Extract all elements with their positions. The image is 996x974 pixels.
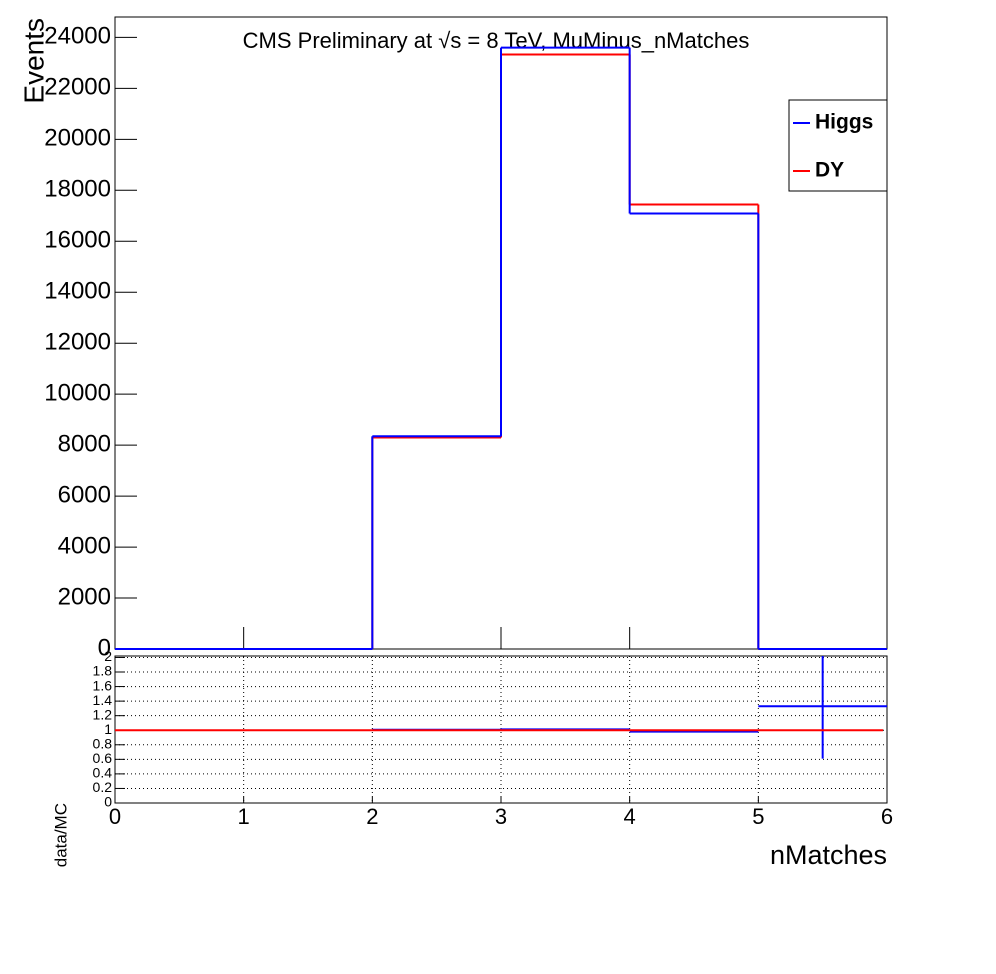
legend-box: [788, 99, 888, 192]
y-tick-label: 0.8: [93, 735, 113, 751]
y-tick-label: 1.4: [93, 692, 113, 708]
y-tick-label: 1.6: [93, 677, 113, 693]
y-tick-label: 6000: [58, 481, 111, 508]
y-tick-label: 4000: [58, 532, 111, 559]
y-tick-label: 0.4: [93, 765, 113, 781]
legend-label: DY: [815, 159, 844, 182]
y-tick-label: 22000: [44, 74, 111, 101]
y-tick-label: 18000: [44, 176, 111, 203]
legend-label: Higgs: [815, 111, 873, 134]
y-tick-label: 16000: [44, 227, 111, 254]
y-tick-label: 20000: [44, 125, 111, 152]
y-tick-label: 0.6: [93, 750, 113, 766]
x-tick-label: 4: [624, 804, 636, 829]
x-tick-label: 6: [881, 804, 893, 829]
x-axis-label: nMatches: [770, 840, 887, 870]
y-tick-label: 24000: [44, 23, 111, 50]
y-axis-label: Events: [18, 18, 49, 104]
y-tick-label: 2: [104, 648, 112, 664]
y-tick-label: 0: [98, 634, 111, 661]
chart-title: CMS Preliminary at √s = 8 TeV, MuMinus_n…: [243, 28, 750, 53]
y-tick-label: 10000: [44, 380, 111, 407]
y-tick-label: 14000: [44, 278, 111, 305]
y-tick-label: 2000: [58, 583, 111, 610]
y-tick-label: 0: [104, 794, 112, 810]
y-tick-label: 12000: [44, 329, 111, 356]
y-tick-label: 0.2: [93, 779, 113, 795]
y-tick-label: 1: [104, 721, 112, 737]
y-tick-label: 8000: [58, 430, 111, 457]
y-tick-label: 1.2: [93, 706, 113, 722]
x-tick-label: 5: [752, 804, 764, 829]
x-tick-label: 2: [366, 804, 378, 829]
x-tick-label: 0: [109, 804, 121, 829]
x-tick-label: 1: [238, 804, 250, 829]
x-tick-label: 3: [495, 804, 507, 829]
ratio-y-label: data/MC: [51, 803, 70, 867]
y-tick-label: 1.8: [93, 663, 113, 679]
